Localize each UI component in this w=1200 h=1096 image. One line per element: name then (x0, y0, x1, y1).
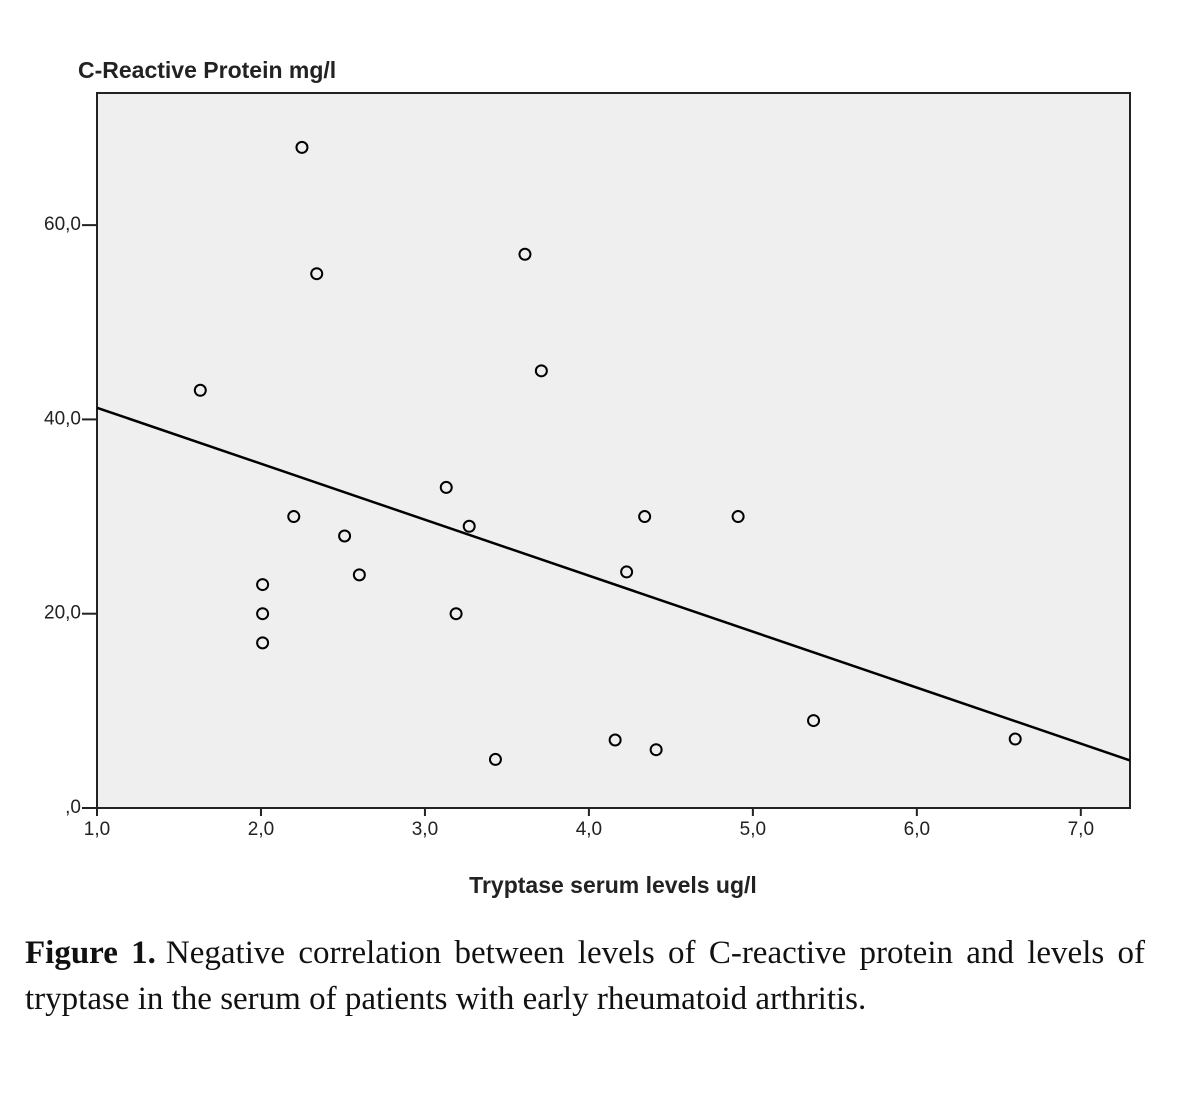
point (256, 636, 270, 650)
point (352, 568, 366, 582)
x-tick-label: 3,0 (412, 819, 438, 840)
chart: C-Reactive Protein mg/l Tryptase serum l… (44, 57, 1131, 898)
regression-line (96, 406, 1131, 762)
y-tick-label: ,0 (65, 797, 81, 818)
y-tick-label: 20,0 (44, 603, 81, 624)
x-axis-title: Tryptase serum levels ug/l (469, 872, 757, 898)
caption-text: Negative correlation between levels of C… (25, 935, 1145, 1017)
point (534, 364, 548, 378)
point (462, 519, 476, 533)
point (608, 733, 622, 747)
x-tick-label: 7,0 (1068, 819, 1094, 840)
point (1008, 732, 1022, 746)
x-tick-label: 1,0 (84, 819, 110, 840)
point (338, 529, 352, 543)
point (649, 743, 663, 757)
point (807, 714, 821, 728)
x-tick-label: 6,0 (904, 819, 930, 840)
point (620, 565, 634, 579)
x-tick-label: 2,0 (248, 819, 274, 840)
caption-label: Figure 1. (25, 935, 156, 971)
x-tick-label: 4,0 (576, 819, 602, 840)
point (488, 752, 502, 766)
y-axis-title: C-Reactive Protein mg/l (78, 57, 336, 83)
point (295, 140, 309, 154)
plot-area (96, 92, 1131, 809)
point (256, 578, 270, 592)
point (256, 607, 270, 621)
point (310, 267, 324, 281)
y-tick-label: 40,0 (44, 408, 81, 429)
point (449, 607, 463, 621)
point (439, 480, 453, 494)
point (518, 247, 532, 261)
point (193, 383, 207, 397)
caption: Figure 1. Negative correlation between le… (25, 930, 1145, 1022)
point (287, 510, 301, 524)
y-tick-label: 60,0 (44, 214, 81, 235)
point (638, 510, 652, 524)
point (731, 510, 745, 524)
x-tick-label: 5,0 (740, 819, 766, 840)
